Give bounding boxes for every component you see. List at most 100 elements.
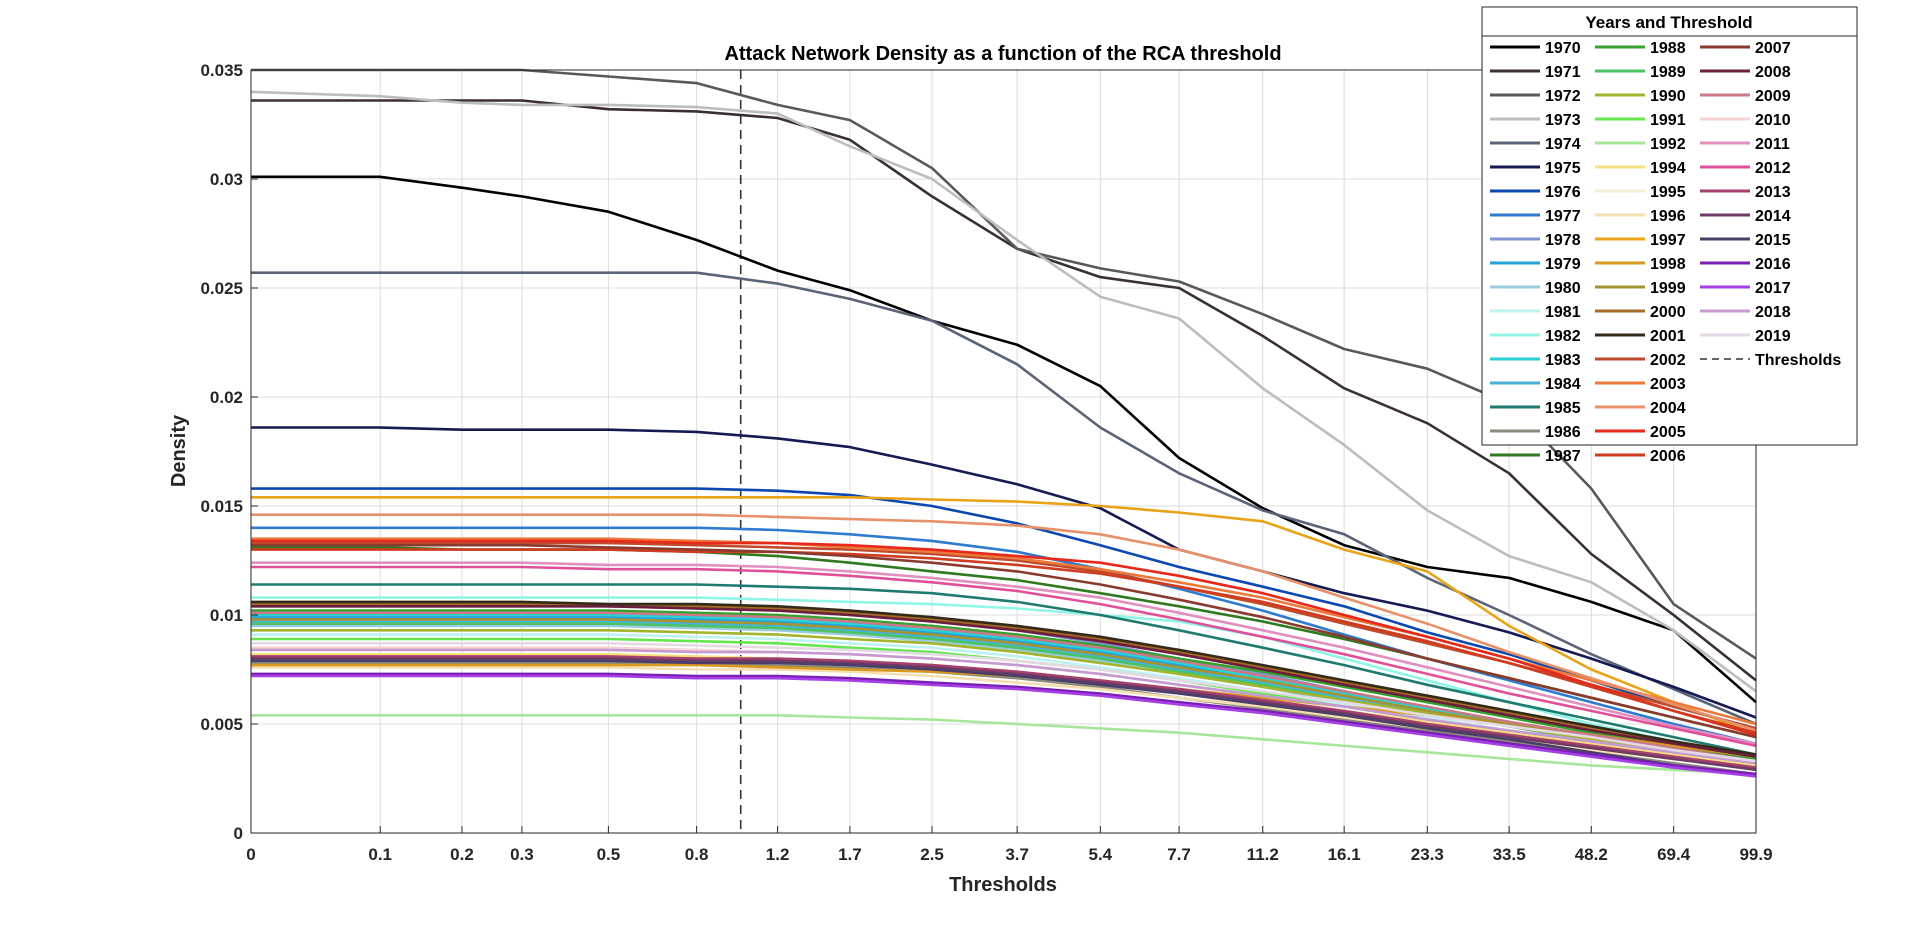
x-tick-label: 11.2 (1247, 845, 1279, 864)
legend-label-Thresholds: Thresholds (1755, 352, 1841, 369)
series-line-1985 (251, 583, 1757, 756)
legend-label-2011: 2011 (1755, 136, 1790, 153)
x-tick-label: 1.7 (838, 845, 862, 864)
legend-label-1998: 1998 (1650, 256, 1686, 273)
x-tick-label: 0.2 (450, 845, 474, 864)
legend-label-1997: 1997 (1650, 232, 1686, 249)
y-tick-label: 0.02 (210, 388, 243, 407)
legend-label-2007: 2007 (1755, 40, 1791, 57)
legend-label-2000: 2000 (1650, 304, 1686, 321)
legend-label-2016: 2016 (1755, 256, 1791, 273)
y-tick-label: 0.03 (210, 170, 243, 189)
legend-items: 1970 1971 1972 1973 1974 1975 1976 1977 1978 1979… (1490, 40, 1841, 465)
x-tick-label: 0.8 (685, 845, 709, 864)
legend-label-1984: 1984 (1545, 376, 1581, 393)
legend-label-2013: 2013 (1755, 184, 1791, 201)
series-line-2006 (251, 548, 1757, 734)
legend-label-2019: 2019 (1755, 328, 1791, 345)
x-tick-label: 33.5 (1493, 845, 1526, 864)
series-lines (250, 68, 1757, 778)
legend-label-1986: 1986 (1545, 424, 1581, 441)
y-axis-label: Density (168, 414, 190, 487)
series-line-2017 (251, 674, 1757, 778)
y-tick-label: 0.035 (200, 61, 243, 80)
series-line-1986 (251, 661, 1757, 776)
legend-label-1992: 1992 (1650, 136, 1686, 153)
series-line-2013 (251, 655, 1757, 769)
legend-label-1989: 1989 (1650, 64, 1686, 81)
series-line-1973 (250, 90, 1757, 693)
x-tick-label: 0.1 (368, 845, 392, 864)
legend-label-2012: 2012 (1755, 160, 1791, 177)
legend-label-1970: 1970 (1545, 40, 1581, 57)
series-line-2001 (251, 600, 1757, 756)
legend-label-2005: 2005 (1650, 424, 1686, 441)
legend-label-1973: 1973 (1545, 112, 1581, 129)
x-tick-label: 0.3 (510, 845, 534, 864)
legend-label-2006: 2006 (1650, 448, 1686, 465)
series-line-2014 (251, 657, 1757, 772)
legend-label-1999: 1999 (1650, 280, 1686, 297)
legend-label-1991: 1991 (1650, 112, 1686, 129)
series-line-2004 (251, 513, 1757, 732)
x-tick-label: 69.4 (1657, 845, 1691, 864)
series-line-2015 (251, 659, 1757, 778)
legend-label-1980: 1980 (1545, 280, 1581, 297)
legend-label-1971: 1971 (1545, 64, 1581, 81)
legend-label-1994: 1994 (1650, 160, 1686, 177)
legend-label-1988: 1988 (1650, 40, 1686, 57)
legend-label-2002: 2002 (1650, 352, 1686, 369)
chart-title: Attack Network Density as a function of … (724, 43, 1281, 65)
legend-label-1981: 1981 (1545, 304, 1581, 321)
series-line-2018 (251, 648, 1757, 765)
series-line-2008 (251, 605, 1757, 758)
x-tick-label: 48.2 (1575, 845, 1608, 864)
legend-label-2015: 2015 (1755, 232, 1791, 249)
legend-title: Years and Threshold (1585, 13, 1752, 32)
legend-box (1481, 6, 1858, 446)
legend-label-2018: 2018 (1755, 304, 1791, 321)
series-line-1992 (251, 714, 1757, 776)
legend-label-2003: 2003 (1650, 376, 1686, 393)
legend-label-2010: 2010 (1755, 112, 1791, 129)
legend-label-1972: 1972 (1545, 88, 1581, 105)
series-line-1988 (251, 609, 1757, 761)
legend-label-1977: 1977 (1545, 208, 1581, 225)
legend-label-1975: 1975 (1545, 160, 1581, 177)
x-tick-label: 2.5 (920, 845, 944, 864)
legend-label-2014: 2014 (1755, 208, 1791, 225)
legend-label-2017: 2017 (1755, 280, 1791, 297)
x-tick-label: 23.3 (1411, 845, 1444, 864)
x-tick-labels: 0 0.1 0.2 0.3 0.5 0.8 1.2 1.7 2.5 3.7 5.4 7.7 11.2 16… (246, 826, 1773, 864)
y-tick-label: 0.015 (200, 497, 243, 516)
legend-label-1978: 1978 (1545, 232, 1581, 249)
series-line-1975 (251, 426, 1757, 719)
plot-frame (250, 69, 1757, 834)
x-tick-label: 0 (246, 845, 255, 864)
series-line-1970 (251, 175, 1757, 704)
x-tick-label: 0.5 (597, 845, 621, 864)
legend-label-1979: 1979 (1545, 256, 1581, 273)
series-line-2019 (251, 642, 1757, 763)
legend-label-2004: 2004 (1650, 400, 1686, 417)
series-line-1977 (251, 526, 1757, 745)
legend-label-1974: 1974 (1545, 136, 1581, 153)
y-tick-label: 0 (234, 824, 243, 843)
legend-label-1982: 1982 (1545, 328, 1581, 345)
series-line-1999 (251, 618, 1757, 765)
series-line-2007 (251, 543, 1757, 739)
series-line-2012 (251, 565, 1757, 748)
legend-label-1995: 1995 (1650, 184, 1686, 201)
series-line-2009 (251, 611, 1757, 763)
series-line-2011 (251, 561, 1757, 745)
x-tick-label: 3.7 (1005, 845, 1029, 864)
x-tick-label: 99.9 (1739, 845, 1772, 864)
legend-label-1976: 1976 (1545, 184, 1581, 201)
legend-label-2008: 2008 (1755, 64, 1791, 81)
legend-label-1985: 1985 (1545, 400, 1581, 417)
legend-label-1983: 1983 (1545, 352, 1581, 369)
y-tick-label: 0.01 (210, 606, 243, 625)
legend-label-2009: 2009 (1755, 88, 1791, 105)
y-tick-label: 0.005 (200, 715, 243, 734)
